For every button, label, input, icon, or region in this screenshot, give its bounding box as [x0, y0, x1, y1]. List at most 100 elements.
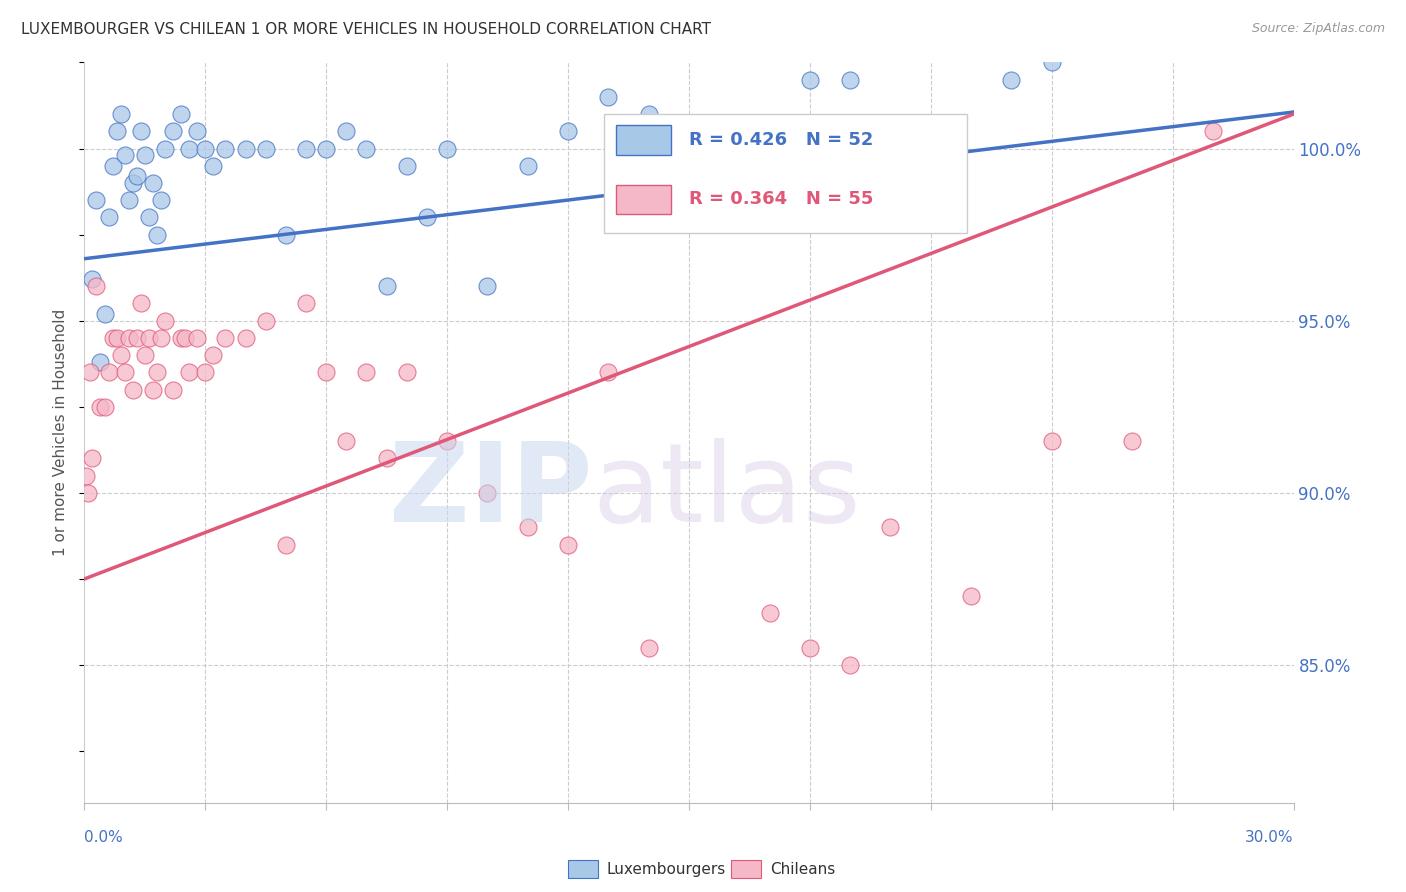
- Point: [960, 589, 983, 603]
- Point: [1263, 21, 1285, 35]
- Point: [162, 383, 184, 397]
- Point: [799, 72, 821, 87]
- Text: ZIP: ZIP: [389, 438, 592, 545]
- Point: [114, 148, 136, 162]
- Point: [89, 400, 111, 414]
- Point: [121, 176, 143, 190]
- Point: [194, 365, 217, 379]
- Point: [146, 365, 169, 379]
- Point: [254, 142, 277, 156]
- Point: [114, 365, 136, 379]
- Point: [86, 193, 108, 207]
- Point: [839, 658, 862, 673]
- Point: [395, 365, 418, 379]
- Point: [125, 169, 148, 183]
- Point: [134, 148, 156, 162]
- Point: [129, 124, 152, 138]
- Y-axis label: 1 or more Vehicles in Household: 1 or more Vehicles in Household: [53, 309, 69, 557]
- Point: [356, 142, 378, 156]
- Text: Chileans: Chileans: [770, 862, 835, 877]
- Point: [105, 331, 128, 345]
- Point: [97, 365, 120, 379]
- Point: [110, 348, 132, 362]
- Point: [179, 365, 201, 379]
- Point: [1263, 21, 1285, 35]
- Point: [170, 331, 193, 345]
- Point: [86, 279, 108, 293]
- Point: [162, 124, 184, 138]
- Point: [1000, 72, 1022, 87]
- Point: [315, 142, 337, 156]
- Point: [436, 434, 458, 449]
- Point: [186, 124, 208, 138]
- Point: [202, 159, 225, 173]
- Point: [153, 142, 176, 156]
- Text: 0.0%: 0.0%: [84, 830, 124, 846]
- Point: [186, 331, 208, 345]
- Point: [879, 520, 901, 534]
- Point: [718, 193, 741, 207]
- Text: Luxembourgers: Luxembourgers: [607, 862, 725, 877]
- Point: [125, 331, 148, 345]
- Point: [557, 537, 579, 551]
- Point: [149, 193, 172, 207]
- Point: [295, 142, 318, 156]
- Text: LUXEMBOURGER VS CHILEAN 1 OR MORE VEHICLES IN HOUSEHOLD CORRELATION CHART: LUXEMBOURGER VS CHILEAN 1 OR MORE VEHICL…: [21, 22, 711, 37]
- Point: [799, 640, 821, 655]
- Point: [839, 72, 862, 87]
- Point: [93, 307, 115, 321]
- Point: [170, 107, 193, 121]
- Point: [134, 348, 156, 362]
- Bar: [568, 860, 599, 879]
- Point: [1121, 434, 1143, 449]
- Point: [118, 331, 141, 345]
- Point: [146, 227, 169, 242]
- Point: [274, 537, 297, 551]
- Point: [356, 365, 378, 379]
- Point: [138, 211, 160, 225]
- Point: [960, 38, 983, 53]
- Point: [235, 331, 257, 345]
- Point: [97, 211, 120, 225]
- Point: [375, 451, 398, 466]
- Point: [1202, 21, 1225, 35]
- Point: [202, 348, 225, 362]
- Point: [142, 383, 165, 397]
- FancyBboxPatch shape: [605, 114, 967, 233]
- Point: [174, 331, 197, 345]
- Point: [295, 296, 318, 310]
- Point: [121, 383, 143, 397]
- Text: 30.0%: 30.0%: [1246, 830, 1294, 846]
- Point: [194, 142, 217, 156]
- Point: [105, 124, 128, 138]
- Text: Source: ZipAtlas.com: Source: ZipAtlas.com: [1251, 22, 1385, 36]
- Point: [214, 142, 236, 156]
- Text: R = 0.364   N = 55: R = 0.364 N = 55: [689, 190, 873, 209]
- Point: [598, 365, 620, 379]
- Bar: [616, 126, 671, 155]
- Point: [416, 211, 439, 225]
- Point: [436, 142, 458, 156]
- Point: [1040, 55, 1063, 70]
- Point: [254, 314, 277, 328]
- Point: [516, 159, 538, 173]
- Point: [118, 193, 141, 207]
- Point: [153, 314, 176, 328]
- Point: [179, 142, 201, 156]
- Point: [1040, 434, 1063, 449]
- Text: R = 0.426   N = 52: R = 0.426 N = 52: [689, 131, 873, 149]
- Point: [142, 176, 165, 190]
- Point: [395, 159, 418, 173]
- Point: [516, 520, 538, 534]
- Point: [214, 331, 236, 345]
- Point: [758, 607, 780, 621]
- Point: [89, 355, 111, 369]
- Point: [1202, 124, 1225, 138]
- Point: [879, 38, 901, 53]
- Point: [477, 279, 499, 293]
- Point: [101, 159, 124, 173]
- Point: [79, 365, 101, 379]
- Point: [315, 365, 337, 379]
- Point: [110, 107, 132, 121]
- Point: [149, 331, 172, 345]
